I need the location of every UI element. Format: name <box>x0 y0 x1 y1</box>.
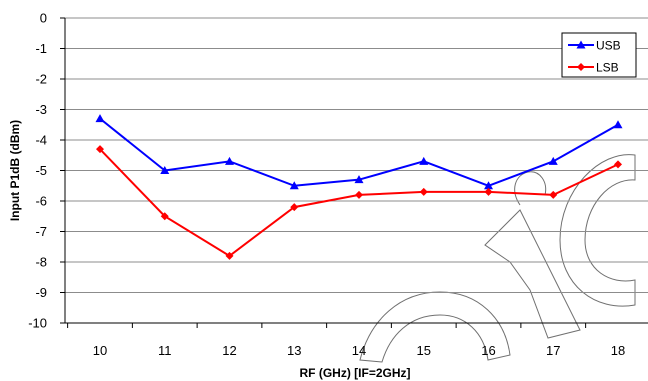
data-point-lsb <box>484 187 493 196</box>
y-tick-label: -9 <box>35 285 47 300</box>
y-tick-label: -3 <box>35 102 47 117</box>
x-tick-label: 17 <box>546 343 560 358</box>
data-point-lsb <box>225 251 234 260</box>
data-point-usb <box>548 156 558 165</box>
legend-marker <box>576 40 586 49</box>
x-tick-label: 16 <box>481 343 495 358</box>
data-point-lsb <box>160 212 169 221</box>
x-tick-label: 14 <box>352 343 366 358</box>
legend-marker <box>577 63 585 71</box>
data-point-lsb <box>355 190 363 199</box>
data-point-lsb <box>290 203 299 212</box>
legend-box <box>561 32 637 78</box>
data-point-usb <box>160 166 170 174</box>
y-axis-ticks: 0 -1 -2 -3 -4 -5 -6 -7 -8 -9 -10 <box>28 11 65 331</box>
y-tick-label: -8 <box>35 255 47 270</box>
y-tick-label: -10 <box>28 316 47 331</box>
legend-label-usb: USB <box>596 39 621 53</box>
data-point-usb <box>225 156 234 165</box>
chart-legend: USB LSB <box>561 32 637 78</box>
data-point-usb <box>484 181 493 190</box>
data-point-lsb <box>614 160 622 169</box>
x-tick-label: 18 <box>611 343 625 358</box>
data-point-usb <box>613 120 623 129</box>
y-tick-label: -6 <box>35 194 47 209</box>
legend-label-lsb: LSB <box>596 61 619 75</box>
data-point-usb <box>354 175 364 184</box>
x-axis-ticks: 10 11 12 13 14 15 16 17 18 <box>67 323 625 358</box>
y-tick-label: 0 <box>40 11 47 26</box>
data-point-usb <box>419 156 429 165</box>
series-layer <box>95 114 623 260</box>
data-point-usb <box>95 114 105 123</box>
x-tick-label: 10 <box>93 343 107 358</box>
y-tick-label: -7 <box>35 224 47 239</box>
data-point-usb <box>289 181 299 190</box>
y-tick-label: -2 <box>35 72 47 87</box>
data-point-lsb <box>96 145 104 154</box>
x-axis-title: RF (GHz) [IF=2GHz] <box>300 366 411 380</box>
x-tick-label: 15 <box>417 343 431 358</box>
data-point-lsb <box>549 190 558 199</box>
chart-gridlines <box>65 17 648 324</box>
y-tick-label: -4 <box>35 133 47 148</box>
x-tick-label: 12 <box>222 343 236 358</box>
data-point-lsb <box>419 187 428 196</box>
x-tick-label: 11 <box>158 343 172 358</box>
y-tick-label: -5 <box>35 163 47 178</box>
y-axis-title: Input P1dB (dBm) <box>8 120 22 221</box>
watermark-logo <box>359 154 636 363</box>
y-tick-label: -1 <box>35 41 47 56</box>
x-tick-label: 13 <box>287 343 301 358</box>
